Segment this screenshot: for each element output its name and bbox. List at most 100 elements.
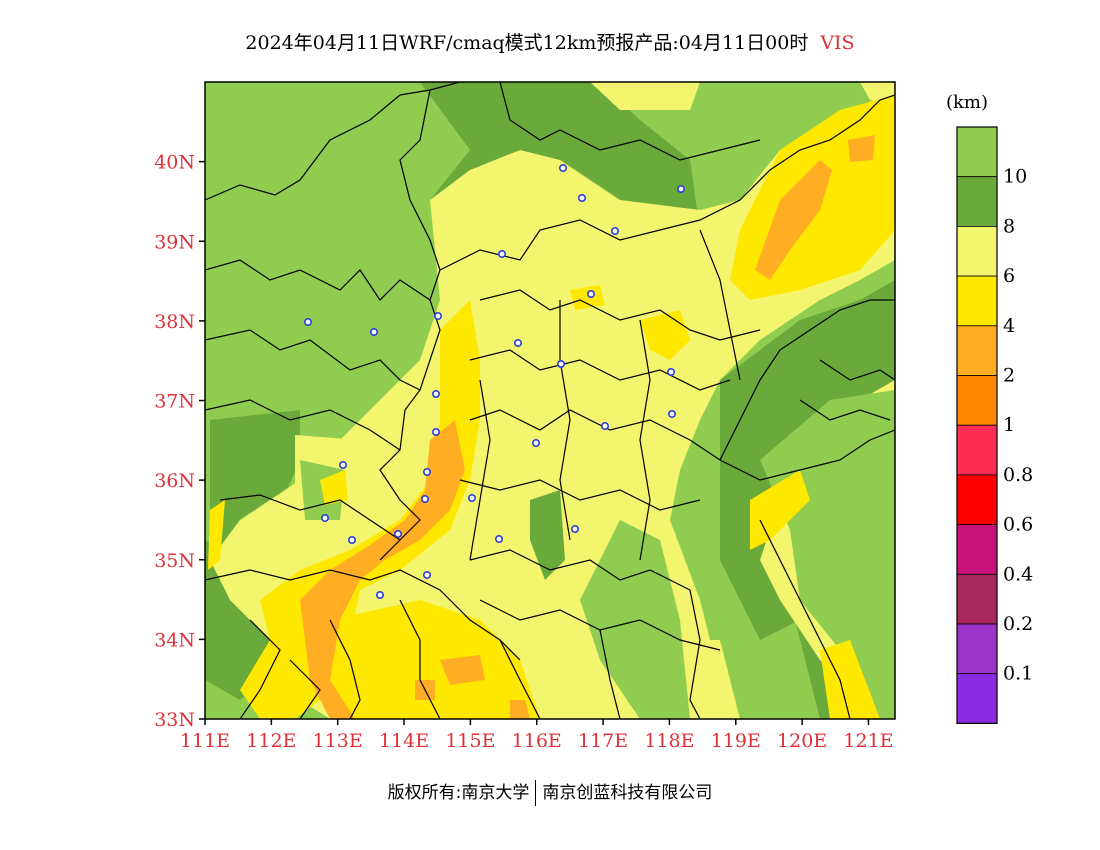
- legend-swatch: [956, 225, 998, 277]
- field-vis-4: [640, 310, 690, 360]
- field-vis-4: [570, 285, 605, 310]
- field-vis-2: [300, 420, 465, 719]
- lon-tick-label: 117E: [578, 730, 628, 752]
- map-title: 2024年04月11日WRF/cmaq模式12km预报产品:04月11日00时 V…: [0, 28, 1100, 55]
- station-marker: [570, 524, 579, 533]
- visibility-field: [205, 82, 895, 719]
- station-marker: [420, 494, 429, 503]
- station-marker: [676, 185, 685, 194]
- station-marker: [375, 590, 384, 599]
- field-vis-2: [848, 135, 875, 162]
- station-marker: [577, 194, 586, 203]
- legend-label: 4: [1003, 315, 1015, 337]
- lon-tick-label: 120E: [777, 730, 827, 752]
- legend-swatch: [956, 573, 998, 625]
- field-vis-6: [860, 82, 895, 100]
- field-vis-4: [820, 640, 880, 719]
- lat-tick-label: 33N: [154, 709, 195, 731]
- copyright-company: 南京创蓝科技有限公司: [542, 783, 713, 803]
- legend-swatch: [956, 673, 998, 724]
- station-marker: [393, 529, 402, 538]
- field-vis-10: [760, 390, 895, 719]
- lon-tick-label: 118E: [644, 730, 694, 752]
- station-marker: [558, 164, 567, 173]
- lat-tick-label: 39N: [154, 231, 195, 253]
- station-marker: [303, 317, 312, 326]
- lat-tick-label: 35N: [154, 550, 195, 572]
- station-marker: [666, 367, 675, 376]
- lon-tick-label: 119E: [711, 730, 761, 752]
- legend-label: 10: [1003, 166, 1027, 188]
- legend-swatch: [956, 375, 998, 426]
- legend-label: 0.6: [1003, 514, 1033, 536]
- station-marker: [467, 493, 476, 502]
- station-marker: [320, 513, 329, 522]
- lat-tick-label: 37N: [154, 391, 195, 413]
- legend-swatch: [956, 126, 998, 178]
- field-vis-2: [755, 160, 832, 280]
- field-vis-8: [530, 490, 565, 580]
- field-vis-4: [208, 500, 225, 570]
- lon-tick-label: 111E: [180, 730, 230, 752]
- title-main: 2024年04月11日WRF/cmaq模式12km预报产品:04月11日00时: [245, 32, 809, 54]
- station-marker: [586, 289, 595, 298]
- legend-swatch: [956, 275, 998, 327]
- legend-label: 0.4: [1003, 563, 1033, 585]
- station-marker: [494, 534, 503, 543]
- title-variable: VIS: [820, 32, 855, 54]
- field-vis-2: [510, 700, 530, 719]
- station-marker: [433, 311, 442, 320]
- legend-frame: [956, 126, 998, 725]
- legend-swatch: [956, 176, 998, 227]
- legend-unit: (km): [946, 92, 988, 113]
- lon-tick-label: 113E: [313, 730, 363, 752]
- longitude-axis: 111E 112E 113E 114E 115E 116E 117E 118E 119E 120E…: [180, 719, 894, 752]
- legend-swatch: [956, 424, 998, 476]
- station-marker: [431, 427, 440, 436]
- admin-boundaries: [205, 82, 895, 719]
- field-vis-2: [440, 655, 485, 685]
- legend-label: 1: [1003, 414, 1015, 436]
- legend-label: 0.8: [1003, 464, 1033, 486]
- lon-tick-label: 116E: [512, 730, 562, 752]
- station-marker: [422, 570, 431, 579]
- legend-label: 8: [1003, 215, 1015, 237]
- station-markers: [303, 164, 685, 599]
- field-vis-4: [320, 470, 348, 505]
- copyright-owner: 版权所有:南京大学: [387, 783, 530, 803]
- lon-tick-label: 115E: [445, 730, 495, 752]
- lon-tick-label: 112E: [246, 730, 296, 752]
- field-vis-4: [330, 600, 540, 719]
- station-marker: [338, 460, 347, 469]
- latitude-axis: 33N 34N 35N 36N 37N 38N 39N 40N: [154, 152, 205, 731]
- legend-label: 0.1: [1003, 663, 1033, 685]
- station-marker: [513, 338, 522, 347]
- lat-tick-label: 40N: [154, 152, 195, 174]
- legend-swatch: [956, 325, 998, 376]
- legend: 10 8 6 4 2 1 0.8 0.6 0.4 0.2 0.1: [956, 126, 1033, 725]
- lon-tick-label: 121E: [843, 730, 893, 752]
- field-vis-4: [240, 300, 480, 719]
- station-marker: [531, 438, 540, 447]
- station-marker: [431, 389, 440, 398]
- legend-label: 2: [1003, 365, 1015, 387]
- station-marker: [497, 250, 506, 259]
- legend-swatch: [956, 474, 998, 525]
- copyright-footer: 版权所有:南京大学 南京创蓝科技有限公司: [0, 778, 1100, 806]
- lat-tick-label: 38N: [154, 311, 195, 333]
- station-marker: [347, 535, 356, 544]
- legend-label: 6: [1003, 265, 1015, 287]
- legend-swatch: [956, 623, 998, 675]
- station-marker: [600, 421, 609, 430]
- station-marker: [422, 467, 431, 476]
- field-vis-6: [590, 82, 700, 110]
- legend-label: 0.2: [1003, 613, 1033, 635]
- legend-swatch: [956, 524, 998, 575]
- station-marker: [556, 359, 565, 368]
- station-marker: [369, 327, 378, 336]
- lat-tick-label: 34N: [154, 629, 195, 651]
- lat-tick-label: 36N: [154, 470, 195, 492]
- footer-separator: [535, 780, 537, 806]
- station-marker: [610, 227, 619, 236]
